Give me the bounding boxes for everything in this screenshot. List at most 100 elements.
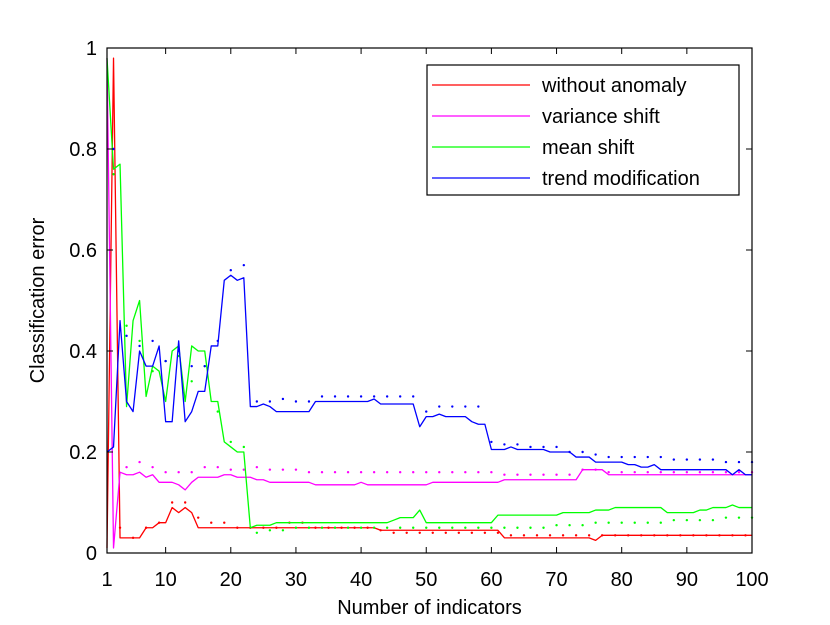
dotted-point-mean-shift [464,526,467,529]
dotted-point-trend-modification [555,445,558,449]
dotted-point-variance-shift [294,468,298,471]
dotted-point-mean-shift [529,526,532,529]
dotted-point-mean-shift [268,529,272,532]
dotted-point-trend-modification [346,395,350,398]
dotted-point-mean-shift [633,521,636,524]
dotted-point-trend-modification [425,410,428,413]
dotted-point-mean-shift [581,524,584,527]
dotted-point-without-anomaly [457,531,461,534]
dotted-point-mean-shift [294,526,298,529]
dotted-point-trend-modification [268,400,272,403]
dotted-point-without-anomaly [170,501,174,504]
series-line-variance-shift [106,58,752,549]
dotted-point-trend-modification [659,455,662,459]
dotted-point-variance-shift [477,471,480,474]
dotted-point-variance-shift [425,471,428,474]
dotted-point-without-anomaly [587,534,591,537]
dotted-point-variance-shift [138,460,141,464]
dotted-point-mean-shift [385,526,389,529]
dotted-point-variance-shift [711,471,715,474]
y-axis-title: Classification error [27,217,49,383]
dotted-point-variance-shift [503,473,506,476]
dotted-point-without-anomaly [483,531,487,534]
dotted-point-trend-modification [294,400,298,403]
dotted-point-without-anomaly [522,534,526,537]
dotted-point-variance-shift [242,468,246,471]
dotted-point-trend-modification [477,405,480,408]
legend-box [426,64,740,196]
dotted-point-without-anomaly [535,534,539,537]
dotted-point-trend-modification [255,400,259,403]
x-tick-label: 60 [480,569,502,591]
dotted-point-without-anomaly [405,531,408,534]
dotted-point-trend-modification [438,405,441,408]
dotted-point-variance-shift [359,471,363,474]
dotted-point-variance-shift [490,471,493,474]
dotted-point-mean-shift [516,526,519,529]
dotted-point-trend-modification [333,395,337,398]
dotted-point-variance-shift [672,471,676,474]
dotted-point-mean-shift [685,518,689,522]
dotted-point-trend-modification [607,455,610,459]
dotted-point-variance-shift [346,471,350,474]
dotted-point-without-anomaly [392,531,395,534]
dotted-point-variance-shift [255,465,259,469]
dotted-point-variance-shift [659,471,662,474]
x-tick-label: 100 [735,569,768,591]
dotted-point-trend-modification [711,458,715,461]
dotted-point-variance-shift [529,473,532,476]
dotted-point-trend-modification [646,455,649,459]
dotted-point-mean-shift [229,440,232,444]
dotted-point-variance-shift [151,465,154,469]
dotted-point-trend-modification [672,458,676,461]
dotted-point-mean-shift [711,518,715,522]
dotted-point-variance-shift [281,468,285,471]
dotted-point-mean-shift [112,173,115,176]
dotted-point-mean-shift [320,526,324,529]
dotted-point-trend-modification [620,455,623,459]
x-tick-label: 80 [611,569,633,591]
dotted-point-mean-shift [737,516,741,519]
dotted-point-mean-shift [672,518,676,522]
dotted-point-mean-shift [307,526,311,529]
dotted-point-variance-shift [268,468,272,471]
dotted-point-without-anomaly [561,534,565,537]
dotted-point-trend-modification [451,405,454,408]
dotted-point-trend-modification [581,450,584,454]
dotted-point-mean-shift [242,445,246,449]
dotted-point-mean-shift [451,526,454,529]
x-tick-label: 1 [101,569,112,591]
dotted-point-without-anomaly [548,534,552,537]
dotted-point-mean-shift [620,521,623,524]
dotted-point-variance-shift [646,471,649,474]
series-line-without-anomaly [106,57,752,548]
dotted-point-mean-shift [281,529,285,532]
dotted-point-mean-shift [490,526,493,529]
x-tick-label: 10 [155,569,177,591]
dotted-point-without-anomaly [210,521,213,524]
dotted-point-mean-shift [216,410,219,413]
dotted-point-mean-shift [138,339,141,343]
dotted-point-without-anomaly [197,516,200,519]
dotted-point-variance-shift [633,471,636,474]
dotted-point-trend-modification [542,445,545,449]
y-tick-label: 0 [86,543,97,565]
dotted-point-variance-shift [698,471,702,474]
dotted-point-mean-shift [555,524,558,527]
dotted-point-trend-modification [372,395,376,398]
dotted-point-variance-shift [398,471,402,474]
tick-layer: 1 10 20 30 40 50 60 70 80 90 100 0 0.2 0.4 0.6 0.8 1 [69,38,769,591]
dotted-point-mean-shift [503,526,506,529]
dotted-point-variance-shift [190,471,193,474]
dotted-point-mean-shift [724,516,728,519]
dotted-point-trend-modification [685,458,689,461]
dotted-point-variance-shift [724,471,728,474]
dotted-point-trend-modification [320,395,324,398]
dotted-point-without-anomaly [574,534,578,537]
dotted-point-variance-shift [620,471,623,474]
legend-label: trend modification [542,168,700,190]
dotted-point-trend-modification [516,443,519,446]
dotted-point-variance-shift [568,473,571,476]
dotted-point-mean-shift [568,524,571,527]
dotted-point-trend-modification [125,334,128,338]
